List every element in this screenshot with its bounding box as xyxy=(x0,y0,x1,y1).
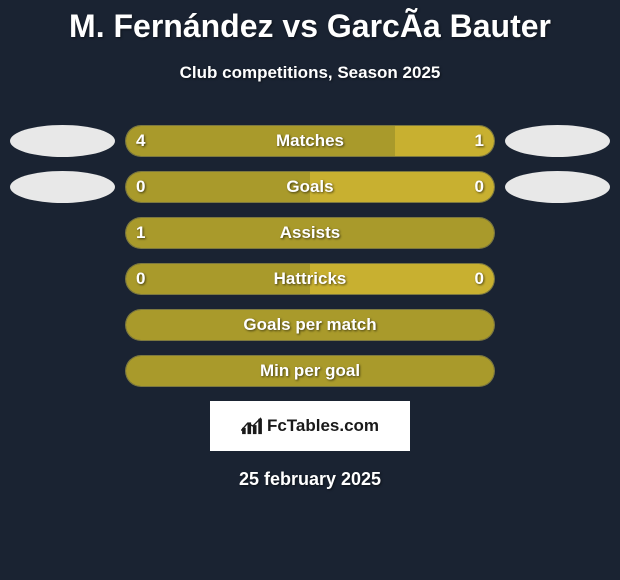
stat-row: 1Assists xyxy=(0,217,620,249)
player-right-avatar-col xyxy=(495,171,620,203)
bar-chart-icon xyxy=(241,417,263,435)
stat-bar: 1Assists xyxy=(125,217,495,249)
logo-text: FcTables.com xyxy=(267,416,379,436)
avatar xyxy=(505,171,610,203)
stat-row: 00Hattricks xyxy=(0,263,620,295)
comparison-card: M. Fernández vs GarcÃ­a Bauter Club comp… xyxy=(0,0,620,490)
date-label: 25 february 2025 xyxy=(0,469,620,490)
stat-label: Hattricks xyxy=(126,264,494,294)
stat-row: Min per goal xyxy=(0,355,620,387)
stat-bar: 41Matches xyxy=(125,125,495,157)
stat-label: Matches xyxy=(126,126,494,156)
stat-label: Goals xyxy=(126,172,494,202)
avatar xyxy=(505,125,610,157)
stat-label: Goals per match xyxy=(126,310,494,340)
stat-row: 41Matches xyxy=(0,125,620,157)
stat-bar: Min per goal xyxy=(125,355,495,387)
subtitle: Club competitions, Season 2025 xyxy=(0,63,620,83)
stat-bar: Goals per match xyxy=(125,309,495,341)
stat-bar: 00Hattricks xyxy=(125,263,495,295)
stat-row: 00Goals xyxy=(0,171,620,203)
stat-row: Goals per match xyxy=(0,309,620,341)
logo-badge: FcTables.com xyxy=(210,401,410,451)
page-title: M. Fernández vs GarcÃ­a Bauter xyxy=(0,8,620,45)
player-right-avatar-col xyxy=(495,125,620,157)
player-left-avatar-col xyxy=(0,125,125,157)
stat-label: Assists xyxy=(126,218,494,248)
avatar xyxy=(10,125,115,157)
avatar xyxy=(10,171,115,203)
stat-bar: 00Goals xyxy=(125,171,495,203)
stats-rows: 41Matches 00Goals 1Assists 00Hattricks Goals… xyxy=(0,125,620,387)
player-left-avatar-col xyxy=(0,171,125,203)
stat-label: Min per goal xyxy=(126,356,494,386)
